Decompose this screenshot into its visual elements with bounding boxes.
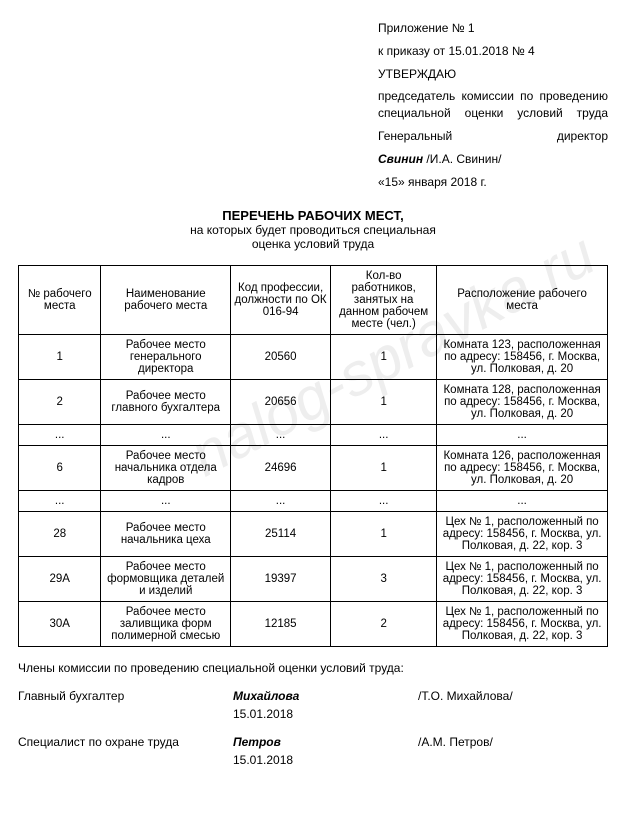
table-cell: 25114 — [231, 512, 331, 557]
table-cell: ... — [19, 491, 101, 512]
header-committee: председатель комиссии по проведению спец… — [378, 88, 608, 122]
members-title: Члены комиссии по проведению специальной… — [18, 661, 608, 675]
table-cell: Комната 128, расположенная по адресу: 15… — [437, 380, 608, 425]
signature-name: Михайлова — [233, 689, 418, 703]
table-row: 6Рабочее место начальника отдела кадров2… — [19, 446, 608, 491]
table-cell: 2 — [331, 602, 437, 647]
table-cell: Рабочее место главного бухгалтера — [101, 380, 231, 425]
table-row: 29АРабочее место формовщика деталей и из… — [19, 557, 608, 602]
header-line1: Приложение № 1 — [378, 20, 608, 37]
th-location: Расположение рабочего места — [437, 266, 608, 335]
table-cell: 19397 — [231, 557, 331, 602]
signature-row: Специалист по охране трудаПетров/А.М. Пе… — [18, 735, 608, 749]
table-cell: ... — [19, 425, 101, 446]
table-row: ............... — [19, 491, 608, 512]
table-cell: 28 — [19, 512, 101, 557]
signature-role: Главный бухгалтер — [18, 689, 233, 703]
table-cell: Рабочее место генерального директора — [101, 335, 231, 380]
header-line2: к приказу от 15.01.2018 № 4 — [378, 43, 608, 60]
header-date: «15» января 2018 г. — [378, 174, 608, 191]
table-cell: 3 — [331, 557, 437, 602]
table-row: 1Рабочее место генерального директора205… — [19, 335, 608, 380]
table-cell: 1 — [331, 380, 437, 425]
title-sub2: оценка условий труда — [18, 237, 608, 251]
header-approve: УТВЕРЖДАЮ — [378, 66, 608, 83]
title-block: ПЕРЕЧЕНЬ РАБОЧИХ МЕСТ, на которых будет … — [18, 208, 608, 251]
signature-date: 15.01.2018 — [233, 707, 608, 721]
table-cell: Цех № 1, расположенный по адресу: 158456… — [437, 602, 608, 647]
th-code: Код профессии, должности по ОК 016-94 — [231, 266, 331, 335]
table-cell: 1 — [331, 446, 437, 491]
director-signature: Свинин — [378, 152, 423, 166]
table-cell: ... — [437, 491, 608, 512]
header-director-sig: Свинин /И.А. Свинин/ — [378, 151, 608, 168]
signature-name: Петров — [233, 735, 418, 749]
signature-fullname: /Т.О. Михайлова/ — [418, 689, 598, 703]
table-cell: 20656 — [231, 380, 331, 425]
table-cell: 2 — [19, 380, 101, 425]
table-header-row: № рабочего места Наименование рабочего м… — [19, 266, 608, 335]
table-cell: ... — [437, 425, 608, 446]
table-cell: Рабочее место формовщика деталей и издел… — [101, 557, 231, 602]
table-cell: 1 — [331, 335, 437, 380]
signature-fullname: /А.М. Петров/ — [418, 735, 598, 749]
table-cell: Рабочее место начальника отдела кадров — [101, 446, 231, 491]
director-title-right: директор — [557, 128, 608, 145]
table-cell: 12185 — [231, 602, 331, 647]
table-cell: ... — [331, 491, 437, 512]
table-row: 30АРабочее место заливщика форм полимерн… — [19, 602, 608, 647]
table-cell: 30А — [19, 602, 101, 647]
signature-role: Специалист по охране труда — [18, 735, 233, 749]
table-cell: Цех № 1, расположенный по адресу: 158456… — [437, 512, 608, 557]
th-name: Наименование рабочего места — [101, 266, 231, 335]
table-cell: Рабочее место начальника цеха — [101, 512, 231, 557]
table-cell: 1 — [331, 512, 437, 557]
table-row: 2Рабочее место главного бухгалтера206561… — [19, 380, 608, 425]
signature-date: 15.01.2018 — [233, 753, 608, 767]
table-cell: ... — [331, 425, 437, 446]
th-number: № рабочего места — [19, 266, 101, 335]
table-cell: Комната 123, расположенная по адресу: 15… — [437, 335, 608, 380]
table-cell: Рабочее место заливщика форм полимерной … — [101, 602, 231, 647]
table-cell: ... — [231, 491, 331, 512]
table-cell: 6 — [19, 446, 101, 491]
table-cell: ... — [101, 491, 231, 512]
table-cell: 20560 — [231, 335, 331, 380]
table-row: ............... — [19, 425, 608, 446]
table-row: 28Рабочее место начальника цеха251141Цех… — [19, 512, 608, 557]
table-cell: 1 — [19, 335, 101, 380]
table-cell: 29А — [19, 557, 101, 602]
title-sub1: на которых будет проводиться специальная — [18, 223, 608, 237]
director-name: /И.А. Свинин/ — [423, 152, 501, 166]
table-cell: ... — [101, 425, 231, 446]
title-main: ПЕРЕЧЕНЬ РАБОЧИХ МЕСТ, — [18, 208, 608, 223]
table-cell: ... — [231, 425, 331, 446]
header-block: Приложение № 1 к приказу от 15.01.2018 №… — [378, 20, 608, 190]
th-count: Кол-во работников, занятых на данном раб… — [331, 266, 437, 335]
director-title-left: Генеральный — [378, 128, 452, 145]
table-cell: Комната 126, расположенная по адресу: 15… — [437, 446, 608, 491]
table-cell: Цех № 1, расположенный по адресу: 158456… — [437, 557, 608, 602]
workplace-table: № рабочего места Наименование рабочего м… — [18, 265, 608, 647]
header-director-title: Генеральный директор — [378, 128, 608, 145]
table-cell: 24696 — [231, 446, 331, 491]
signature-row: Главный бухгалтерМихайлова/Т.О. Михайлов… — [18, 689, 608, 703]
